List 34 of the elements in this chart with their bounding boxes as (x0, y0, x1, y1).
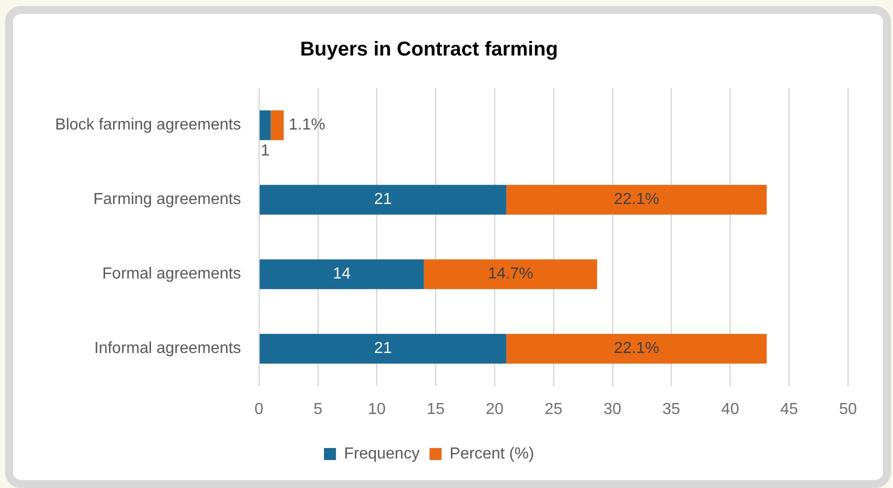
legend-label: Frequency (344, 445, 420, 462)
data-label: 1 (260, 142, 270, 160)
data-label: 22.1% (614, 340, 660, 358)
bar (424, 259, 598, 290)
bar (260, 184, 506, 215)
x-tick-label: 35 (662, 401, 680, 418)
data-label: 21 (374, 340, 392, 358)
bar (506, 184, 767, 215)
x-tick-label: 5 (313, 401, 322, 418)
data-label: 1.1% (288, 116, 326, 134)
y-tick-label: Block farming agreements (55, 116, 241, 134)
bar (260, 334, 506, 364)
x-tick-label: 50 (839, 401, 857, 418)
data-label: 22.1% (614, 191, 660, 208)
x-tick-label: 30 (604, 401, 622, 418)
x-tick-label: 10 (368, 401, 386, 418)
y-tick-label: Formal agreements (102, 266, 241, 283)
data-label: 14.7% (488, 266, 534, 283)
bar (270, 110, 284, 140)
bar (260, 259, 424, 290)
bar (260, 110, 271, 140)
y-tick-label: Informal agreements (94, 340, 241, 358)
x-tick-label: 15 (426, 401, 445, 418)
x-tick-label: 20 (486, 401, 504, 418)
data-label: 14 (332, 266, 351, 283)
x-tick-label: 0 (254, 401, 264, 418)
chart-title: Buyers in Contract farming (300, 38, 558, 61)
x-tick-label: 40 (721, 401, 740, 418)
x-tick-label: 25 (544, 401, 562, 418)
data-label: 21 (374, 191, 392, 208)
x-tick-label: 45 (780, 401, 798, 418)
legend-label: Percent (%) (450, 445, 534, 462)
bar (506, 334, 767, 364)
y-tick-label: Farming agreements (93, 191, 241, 208)
